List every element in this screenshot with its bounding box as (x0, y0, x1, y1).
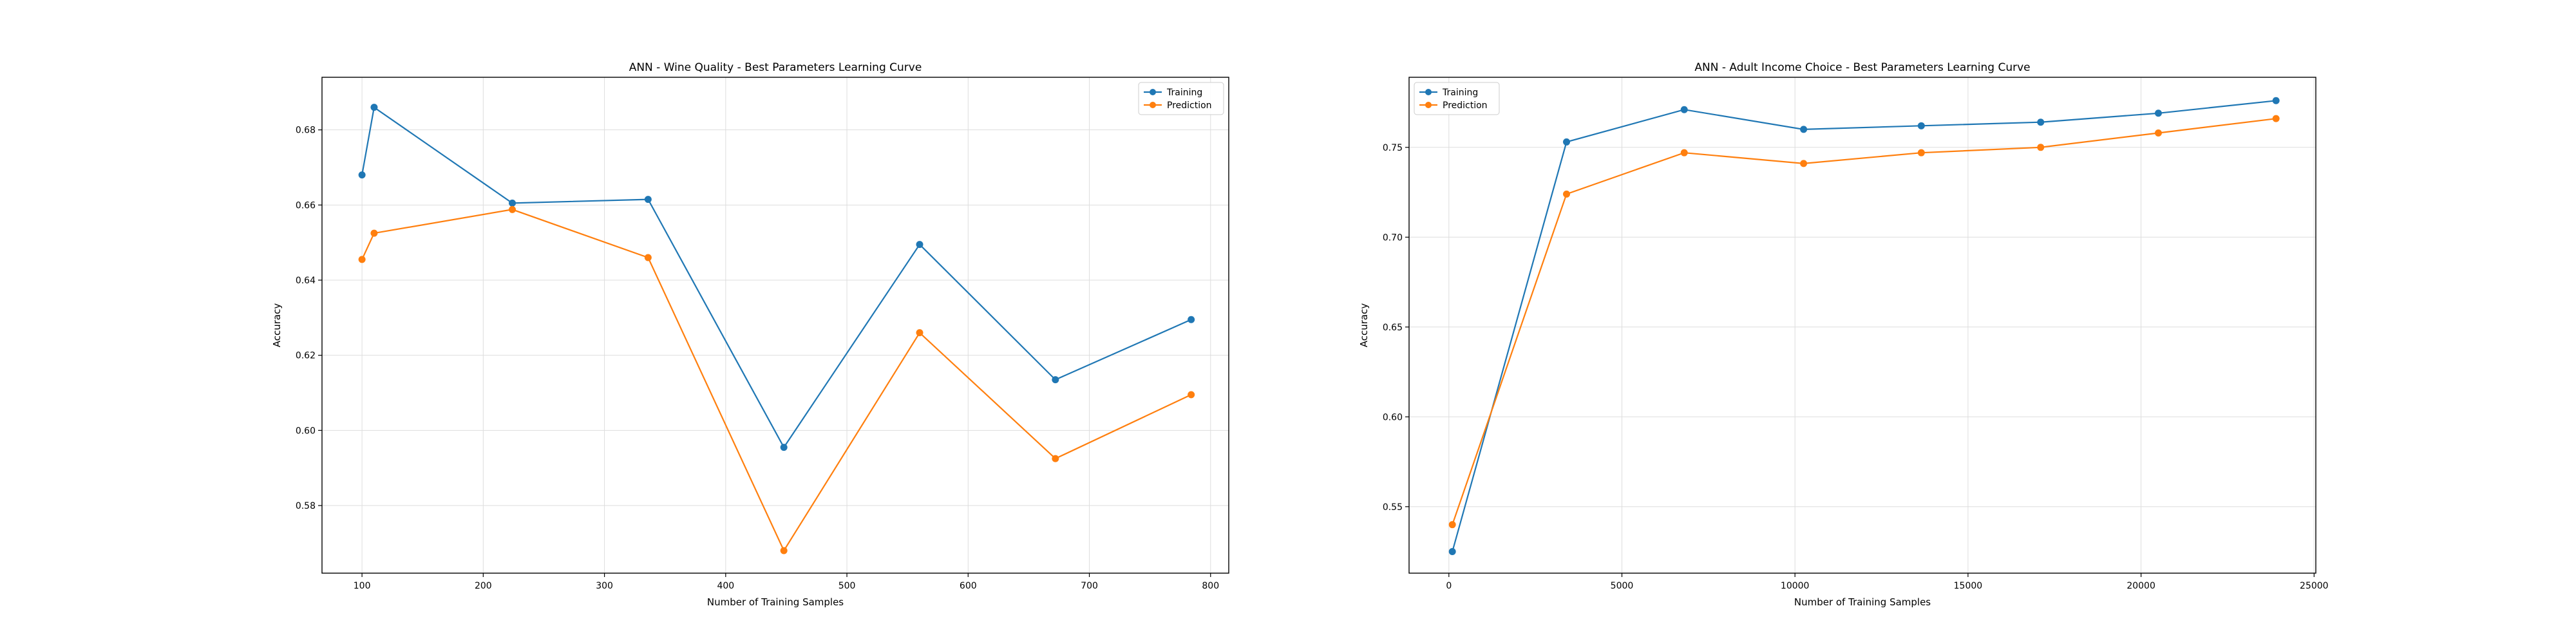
data-point-prediction (644, 254, 652, 261)
data-point-prediction (780, 547, 788, 554)
data-point-training (1188, 316, 1195, 323)
chart-title: ANN - Adult Income Choice - Best Paramet… (1694, 61, 2030, 74)
series-line-training (361, 106, 1192, 449)
data-point-training (2272, 97, 2280, 104)
data-point-training (370, 104, 378, 111)
legend: Training Prediction (1414, 82, 1500, 115)
y-axis-label: Accuracy (271, 303, 283, 348)
data-point-training (2037, 118, 2045, 126)
legend-label: Prediction (1167, 100, 1212, 111)
data-point-training (644, 196, 652, 204)
data-point-training (358, 171, 366, 179)
y-tick-label: 0.64 (296, 276, 316, 286)
y-tick-label: 0.62 (296, 351, 316, 361)
chart-title: ANN - Wine Quality - Best Parameters Lea… (629, 61, 922, 74)
x-tick-label: 100 (354, 581, 371, 591)
data-point-training (1917, 122, 1925, 129)
data-point-training (1563, 138, 1571, 146)
y-tick-label: 0.70 (1383, 232, 1403, 243)
data-point-prediction (1563, 190, 1571, 198)
legend-box (1414, 82, 1500, 115)
y-tick-label: 0.65 (1383, 323, 1403, 333)
data-point-training (916, 241, 923, 249)
x-tick-label: 700 (1081, 581, 1098, 591)
legend-swatch-marker (1425, 102, 1432, 108)
y-tick-label: 0.68 (296, 126, 316, 136)
legend-label: Training (1442, 88, 1478, 98)
chart-panel-2: 0 5000 10000 15000 20000 25000 0.55 0.60 0.65 0.7… (1358, 61, 2329, 608)
legend: Training Prediction (1138, 82, 1224, 115)
x-tick-label: 5000 (1611, 581, 1634, 591)
y-axis-label: Accuracy (1358, 303, 1370, 348)
data-point-training (780, 444, 788, 451)
y-tick-label: 0.55 (1383, 502, 1403, 513)
data-point-prediction (2037, 144, 2045, 151)
legend-label: Training (1166, 88, 1202, 98)
data-point-training (1680, 106, 1688, 113)
data-point-training (1448, 548, 1456, 556)
data-point-prediction (358, 256, 366, 263)
data-point-prediction (2154, 129, 2162, 137)
y-tick-label: 0.75 (1383, 143, 1403, 153)
data-point-training (1800, 126, 1808, 133)
data-point-prediction (1680, 149, 1688, 156)
x-tick-label: 800 (1202, 581, 1219, 591)
plot-frame (321, 77, 1229, 574)
data-point-prediction (1052, 455, 1059, 462)
y-tick-label: 0.60 (1383, 412, 1403, 422)
x-tick-label: 600 (960, 581, 977, 591)
x-tick-label: 25000 (2300, 581, 2329, 591)
x-tick-label: 500 (838, 581, 856, 591)
data-point-prediction (370, 229, 378, 237)
x-axis-label: Number of Training Samples (1794, 596, 1931, 608)
data-point-prediction (1188, 391, 1195, 399)
data-point-prediction (1800, 160, 1808, 167)
chart-panel-1: 100 200 300 400 500 600 700 800 0.58 0.60 0.62 0.64… (271, 61, 1229, 608)
x-tick-label: 200 (475, 581, 492, 591)
data-point-prediction (1917, 149, 1925, 156)
legend-label: Prediction (1443, 100, 1488, 111)
x-axis-label: Number of Training Samples (707, 596, 844, 608)
x-tick-label: 20000 (2126, 581, 2155, 591)
x-tick-label: 400 (717, 581, 734, 591)
series-line-prediction (361, 209, 1192, 553)
x-tick-label: 10000 (1781, 581, 1810, 591)
series-line-prediction (1452, 118, 2277, 526)
y-tick-label: 0.66 (296, 200, 316, 211)
y-tick-label: 0.58 (296, 501, 316, 511)
data-point-prediction (916, 329, 923, 337)
data-point-training (1052, 376, 1059, 384)
legend-swatch-marker (1150, 102, 1156, 108)
series-line-training (1452, 100, 2277, 552)
x-tick-label: 0 (1446, 581, 1452, 591)
data-point-training (2154, 109, 2162, 117)
data-point-prediction (1448, 521, 1456, 529)
data-point-prediction (2272, 115, 2280, 122)
legend-swatch-marker (1425, 89, 1432, 95)
data-point-prediction (509, 205, 516, 213)
legend-swatch-marker (1150, 89, 1156, 95)
legend-box (1138, 82, 1224, 115)
x-tick-label: 15000 (1954, 581, 1983, 591)
plot-frame (1408, 77, 2316, 574)
y-tick-label: 0.60 (296, 426, 316, 436)
data-point-training (509, 199, 516, 207)
x-tick-label: 300 (596, 581, 613, 591)
